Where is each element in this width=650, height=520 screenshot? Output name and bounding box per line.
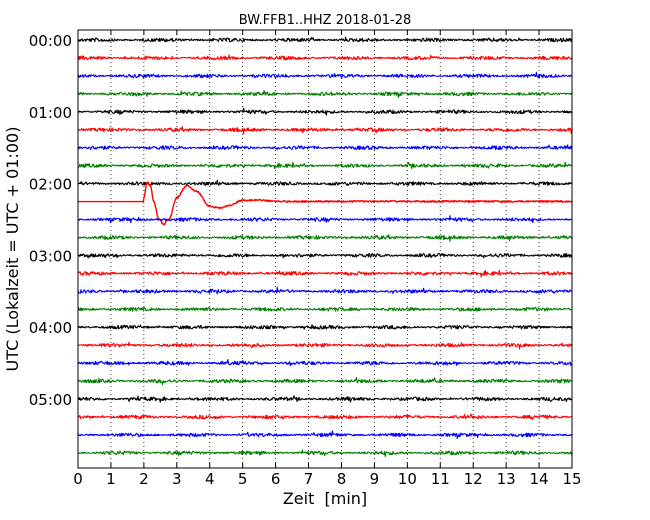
x-tick-label: 7 xyxy=(304,470,314,488)
trace-lines xyxy=(77,36,573,458)
trace-line xyxy=(77,395,573,403)
trace-line xyxy=(77,324,573,330)
trace-line xyxy=(77,107,573,116)
x-tick-label: 0 xyxy=(73,470,83,488)
trace-line xyxy=(77,161,573,170)
y-tick-label: 01:00 xyxy=(29,104,72,122)
trace-line xyxy=(77,71,573,79)
trace-line xyxy=(77,413,573,421)
trace-line xyxy=(77,144,573,151)
x-axis-ticks: 0 1 2 3 4 5 6 7 8 9 10 11 12 13 14 15 xyxy=(73,30,582,488)
trace-line xyxy=(77,376,573,386)
x-tick-label: 14 xyxy=(530,470,549,488)
y-tick-label: 00:00 xyxy=(29,32,72,50)
trace-line xyxy=(77,90,573,99)
y-axis-label: UTC (Lokalzeit = UTC + 01:00) xyxy=(3,127,22,372)
trace-line xyxy=(77,54,573,61)
x-tick-label: 10 xyxy=(398,470,417,488)
trace-line xyxy=(77,269,573,278)
chart-title: BW.FFB1..HHZ 2018-01-28 xyxy=(239,13,412,28)
x-tick-label: 11 xyxy=(431,470,450,488)
y-tick-label: 03:00 xyxy=(29,247,72,265)
trace-line xyxy=(77,36,573,43)
x-tick-label: 13 xyxy=(497,470,516,488)
x-tick-label: 3 xyxy=(172,470,182,488)
y-tick-label: 04:00 xyxy=(29,319,72,337)
x-tick-label: 9 xyxy=(370,470,380,488)
x-tick-label: 6 xyxy=(271,470,281,488)
trace-line xyxy=(77,306,572,312)
x-tick-label: 5 xyxy=(238,470,248,488)
trace-line xyxy=(77,449,573,458)
trace-line xyxy=(77,286,572,295)
x-tick-label: 4 xyxy=(205,470,215,488)
x-tick-label: 12 xyxy=(464,470,483,488)
y-tick-label: 02:00 xyxy=(29,176,72,194)
trace-line xyxy=(77,234,573,242)
y-tick-label: 05:00 xyxy=(29,391,72,409)
x-tick-label: 15 xyxy=(562,470,581,488)
trace-line xyxy=(77,252,573,259)
trace-line xyxy=(77,430,573,440)
x-tick-label: 8 xyxy=(337,470,347,488)
y-axis-ticks: 00:00 01:00 02:00 03:00 04:00 05:00 xyxy=(29,32,572,409)
x-tick-label: 1 xyxy=(106,470,116,488)
trace-line xyxy=(77,179,573,186)
plot-frame xyxy=(77,29,573,469)
minute-grid xyxy=(110,30,540,468)
x-tick-label: 2 xyxy=(139,470,149,488)
trace-line xyxy=(77,215,573,224)
trace-line xyxy=(77,341,573,350)
x-axis-label: Zeit [min] xyxy=(283,489,367,508)
trace-line xyxy=(77,359,573,367)
trace-line xyxy=(77,126,573,135)
